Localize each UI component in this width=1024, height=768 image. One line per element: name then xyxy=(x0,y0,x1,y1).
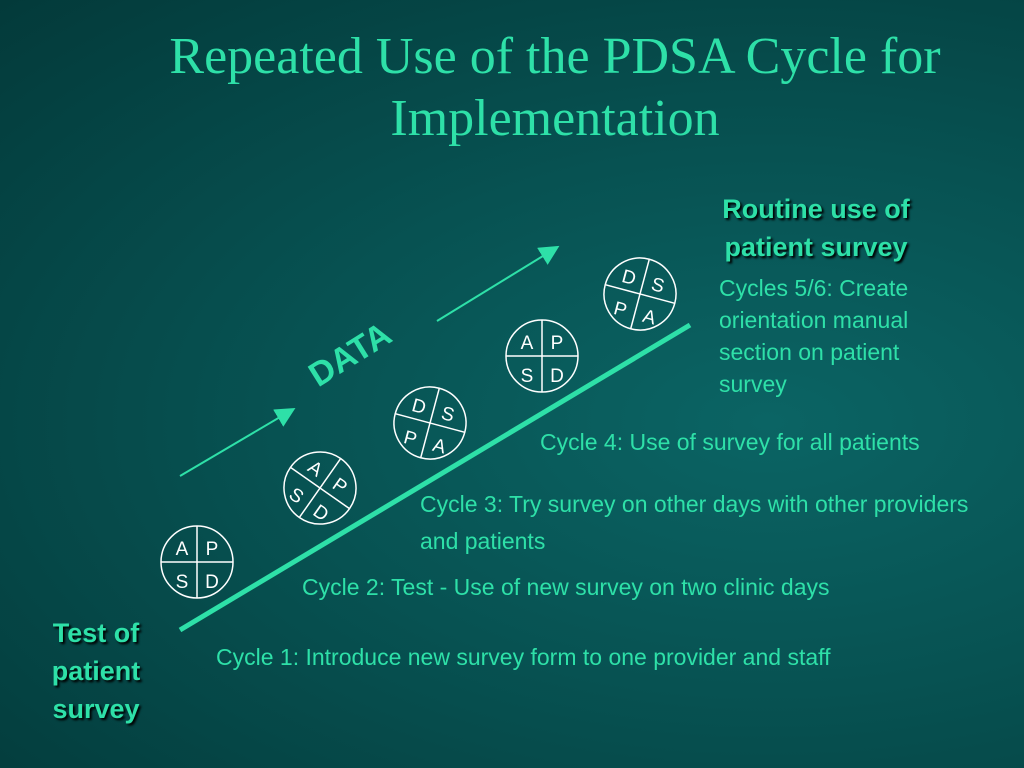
pdsa-letter: A xyxy=(430,435,448,459)
ramp-line xyxy=(178,322,692,633)
cycle-label-1: Cycle 1: Introduce new survey form to on… xyxy=(216,644,831,670)
cycle-label-5: Cycles 5/6: Create orientation manual se… xyxy=(719,275,909,397)
pdsa-letter: A xyxy=(640,306,658,330)
pdsa-letter: P xyxy=(328,474,350,498)
pdsa-letter: A xyxy=(521,333,534,354)
slide-title: Repeated Use of the PDSA Cycle for Imple… xyxy=(169,28,941,147)
pdsa-letter: P xyxy=(401,427,419,451)
data-label: DATA xyxy=(302,315,398,395)
pdsa-letter: A xyxy=(176,539,189,560)
start-label: Test of patient survey xyxy=(51,618,141,724)
cycle-label-3: Cycle 3: Try survey on other days with o… xyxy=(420,491,969,554)
pdsa-circle-3: D S P A xyxy=(393,386,467,460)
end-label: Routine use of patient survey xyxy=(722,194,910,262)
pdsa-letter: P xyxy=(206,539,219,560)
pdsa-letter: S xyxy=(521,366,534,387)
cycle-label-4: Cycle 4: Use of survey for all patients xyxy=(540,429,920,455)
pdsa-letter: D xyxy=(409,395,428,419)
pdsa-letter: P xyxy=(551,333,564,354)
data-arrow-upper xyxy=(436,245,560,322)
pdsa-circle-4: A P S D xyxy=(505,319,579,393)
pdsa-letter: S xyxy=(439,403,457,427)
data-arrow-lower xyxy=(179,407,296,477)
pdsa-letter: P xyxy=(611,298,629,322)
pdsa-letter: D xyxy=(205,572,219,593)
pdsa-letter: A xyxy=(304,457,327,482)
pdsa-letter: S xyxy=(176,572,189,593)
pdsa-letter: D xyxy=(619,266,638,290)
pdsa-letter: D xyxy=(550,366,564,387)
pdsa-circle-1: A P S D xyxy=(160,525,234,599)
cycle-label-2: Cycle 2: Test - Use of new survey on two… xyxy=(302,574,830,600)
pdsa-letter: S xyxy=(649,274,667,298)
pdsa-circle-5: D S P A xyxy=(603,257,677,331)
